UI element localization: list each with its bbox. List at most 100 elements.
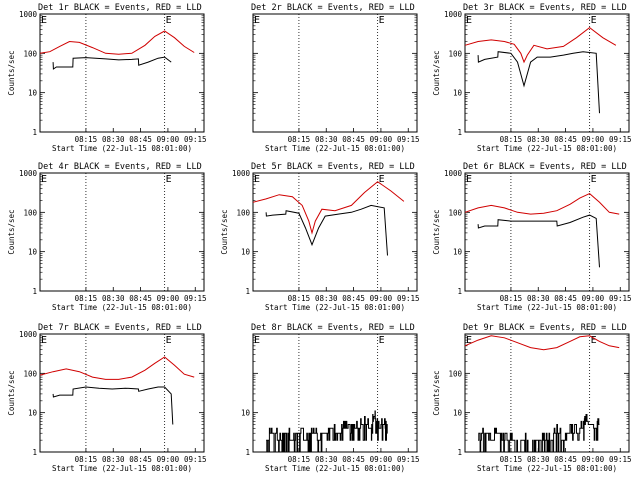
e-marker-label: E bbox=[466, 174, 472, 185]
e-marker-label: E bbox=[254, 174, 260, 185]
panel-title: Det 8r BLACK = Events, RED = LLD bbox=[251, 323, 415, 333]
y-tick-label: 10 bbox=[241, 248, 251, 257]
y-tick-label: 1 bbox=[457, 448, 462, 457]
panel-4: Det 4r BLACK = Events, RED = LLD E E 08:15 0… bbox=[7, 162, 207, 312]
plot-frame bbox=[464, 172, 630, 292]
y-tick-label: 100 bbox=[23, 49, 37, 58]
y-tick-label: 10 bbox=[28, 248, 38, 257]
y-tick-label: 100 bbox=[448, 49, 462, 58]
events-series-line bbox=[52, 386, 174, 425]
y-tick-label: 1 bbox=[32, 287, 37, 296]
x-tick-label: 08:45 bbox=[129, 294, 152, 303]
y-tick-label: 1000 bbox=[19, 330, 38, 339]
y-tick-label: 10 bbox=[453, 89, 463, 98]
panel-9: Det 9r BLACK = Events, RED = LLD E E 08:15 0… bbox=[432, 323, 632, 473]
e-marker-label: E bbox=[166, 15, 172, 26]
x-tick-label: 08:45 bbox=[554, 135, 577, 144]
x-tick-label: 09:00 bbox=[157, 294, 180, 303]
y-axis-label: Counts/sec bbox=[432, 370, 441, 415]
x-tick-label: 08:45 bbox=[342, 135, 365, 144]
e-marker-label: E bbox=[591, 15, 597, 26]
lld-series-line bbox=[464, 26, 617, 64]
plot-frame bbox=[464, 13, 630, 133]
events-series-line bbox=[52, 56, 172, 70]
x-axis-label: Start Time (22-Jul-15 08:01:00) bbox=[52, 144, 192, 153]
x-tick-label: 09:00 bbox=[157, 135, 180, 144]
x-axis-label: Start Time (22-Jul-15 08:01:00) bbox=[265, 144, 405, 153]
y-axis-label: Counts/sec bbox=[7, 209, 16, 254]
x-axis-label: Start Time (22-Jul-15 08:01:00) bbox=[52, 464, 192, 473]
e-marker-label: E bbox=[254, 15, 260, 26]
x-tick-label: 08:15 bbox=[500, 455, 523, 464]
y-tick-label: 1 bbox=[457, 128, 462, 137]
e-marker-label: E bbox=[41, 15, 47, 26]
x-axis-label: Start Time (22-Jul-15 08:01:00) bbox=[52, 303, 192, 312]
events-series-line bbox=[265, 204, 388, 256]
panel-2: Det 2r BLACK = Events, RED = LLD E E 08:15 0… bbox=[251, 3, 420, 153]
x-tick-label: 09:00 bbox=[370, 294, 393, 303]
x-tick-label: 09:15 bbox=[609, 135, 632, 144]
x-tick-label: 09:00 bbox=[370, 455, 393, 464]
x-tick-label: 08:30 bbox=[102, 294, 125, 303]
x-tick-label: 09:00 bbox=[582, 455, 605, 464]
events-series-line bbox=[477, 214, 600, 268]
x-tick-label: 09:00 bbox=[157, 455, 180, 464]
y-tick-label: 100 bbox=[448, 208, 462, 217]
y-tick-label: 10 bbox=[453, 409, 463, 418]
y-axis-label: Counts/sec bbox=[432, 50, 441, 95]
x-tick-label: 09:15 bbox=[184, 455, 207, 464]
lld-series-line bbox=[252, 181, 405, 235]
x-tick-label: 08:45 bbox=[554, 294, 577, 303]
x-tick-label: 09:00 bbox=[370, 135, 393, 144]
y-tick-label: 1 bbox=[245, 448, 250, 457]
y-tick-label: 1 bbox=[245, 287, 250, 296]
x-tick-label: 08:30 bbox=[527, 455, 550, 464]
x-tick-label: 08:45 bbox=[129, 455, 152, 464]
y-tick-label: 1000 bbox=[19, 169, 38, 178]
y-axis-label: Counts/sec bbox=[432, 209, 441, 254]
events-series-line bbox=[478, 414, 600, 453]
x-tick-label: 09:15 bbox=[609, 455, 632, 464]
plot-frame bbox=[39, 172, 205, 292]
panel-title: Det 5r BLACK = Events, RED = LLD bbox=[251, 162, 415, 172]
x-tick-label: 09:15 bbox=[397, 135, 420, 144]
e-marker-label: E bbox=[591, 335, 597, 346]
x-tick-label: 08:30 bbox=[527, 135, 550, 144]
plot-frame bbox=[39, 13, 205, 133]
e-marker-label: E bbox=[466, 335, 472, 346]
y-tick-label: 1 bbox=[457, 287, 462, 296]
y-tick-label: 1 bbox=[32, 128, 37, 137]
y-tick-label: 1000 bbox=[444, 169, 463, 178]
x-tick-label: 08:15 bbox=[288, 455, 311, 464]
y-tick-label: 1000 bbox=[19, 10, 38, 19]
plot-frame bbox=[252, 333, 418, 453]
y-tick-label: 10 bbox=[28, 89, 38, 98]
plot-frame bbox=[39, 333, 205, 453]
panel-title: Det 1r BLACK = Events, RED = LLD bbox=[38, 3, 202, 13]
x-axis-label: Start Time (22-Jul-15 08:01:00) bbox=[265, 303, 405, 312]
e-marker-label: E bbox=[591, 174, 597, 185]
y-tick-label: 100 bbox=[23, 369, 37, 378]
panel-6: Det 6r BLACK = Events, RED = LLD E E 08:15 0… bbox=[432, 162, 632, 312]
panel-title: Det 2r BLACK = Events, RED = LLD bbox=[251, 3, 415, 13]
x-tick-label: 09:15 bbox=[184, 135, 207, 144]
x-tick-label: 09:15 bbox=[397, 294, 420, 303]
e-marker-label: E bbox=[254, 335, 260, 346]
y-tick-label: 100 bbox=[236, 208, 250, 217]
lld-series-line bbox=[464, 193, 620, 215]
panel-title: Det 9r BLACK = Events, RED = LLD bbox=[463, 323, 627, 333]
x-tick-label: 09:00 bbox=[582, 294, 605, 303]
panel-title: Det 3r BLACK = Events, RED = LLD bbox=[463, 3, 627, 13]
x-axis-label: Start Time (22-Jul-15 08:01:00) bbox=[477, 303, 617, 312]
panel-title: Det 6r BLACK = Events, RED = LLD bbox=[463, 162, 627, 172]
x-tick-label: 08:15 bbox=[75, 455, 98, 464]
lld-series-line bbox=[464, 335, 620, 351]
y-tick-label: 1000 bbox=[232, 169, 251, 178]
panel-8: Det 8r BLACK = Events, RED = LLD E E 08:15 0… bbox=[241, 323, 420, 473]
y-tick-label: 100 bbox=[23, 208, 37, 217]
e-marker-label: E bbox=[41, 335, 47, 346]
y-tick-label: 10 bbox=[28, 409, 38, 418]
panel-title: Det 4r BLACK = Events, RED = LLD bbox=[38, 162, 202, 172]
x-tick-label: 08:15 bbox=[288, 135, 311, 144]
